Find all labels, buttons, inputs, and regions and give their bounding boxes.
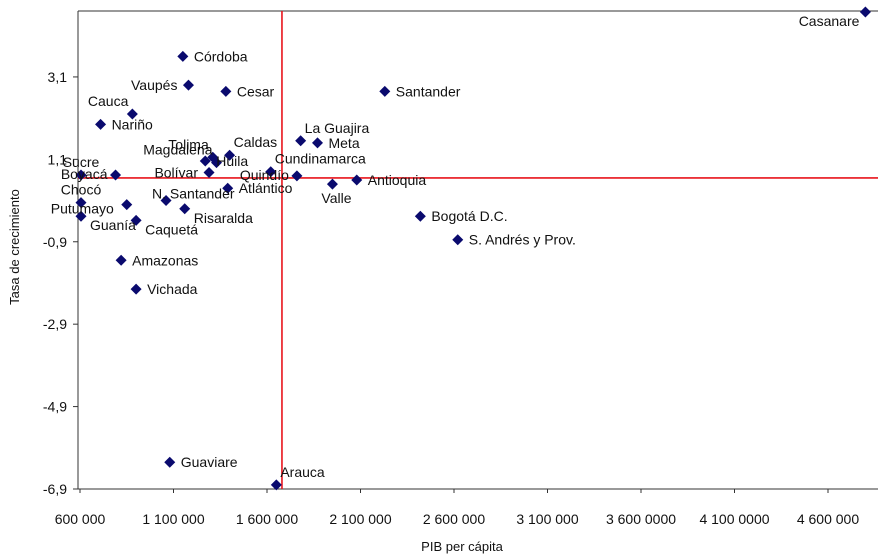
y-tick-label: 3,1 bbox=[48, 69, 68, 85]
data-point-marker bbox=[95, 118, 107, 130]
x-tick-label: 600 000 bbox=[55, 511, 106, 527]
reference-lines bbox=[78, 11, 878, 489]
data-point-marker bbox=[211, 157, 223, 169]
data-point-label: Cesar bbox=[237, 83, 275, 99]
data-point-label: Quindío bbox=[240, 167, 289, 183]
x-tick-label: 1 100 000 bbox=[142, 511, 204, 527]
data-point-label: Boyacá bbox=[61, 166, 108, 182]
data-point-marker bbox=[121, 199, 133, 211]
data-point-label: Meta bbox=[328, 135, 359, 151]
data-point-marker bbox=[130, 214, 142, 226]
data-point-label: Antioquia bbox=[368, 172, 427, 188]
data-point-label: Putumayo bbox=[51, 201, 114, 217]
y-tick-label: -2,9 bbox=[43, 316, 67, 332]
data-point-marker bbox=[452, 234, 464, 246]
data-point-label: Amazonas bbox=[132, 252, 198, 268]
data-point-marker bbox=[75, 210, 87, 222]
x-tick-label: 3 600 0000 bbox=[606, 511, 676, 527]
x-tick-label: 2 600 000 bbox=[423, 511, 485, 527]
x-tick-label: 1 600 000 bbox=[236, 511, 298, 527]
data-point-label: S. Andrés y Prov. bbox=[469, 232, 576, 248]
data-point-marker bbox=[110, 169, 122, 181]
data-point-label: Caquetá bbox=[145, 221, 198, 237]
data-point-marker bbox=[179, 203, 191, 215]
data-point-marker bbox=[203, 167, 215, 179]
data-point-label: Magdalena bbox=[143, 142, 212, 158]
x-tick-label: 4 100 0000 bbox=[699, 511, 769, 527]
data-point-marker bbox=[291, 170, 303, 182]
data-point-label: Sucre bbox=[63, 154, 100, 170]
axis-ticks: 3,1 1,1 -0,9 -2,9 -4,9 -6,9 600 000 1 100 000 1 … bbox=[43, 69, 859, 527]
data-point-label: Arauca bbox=[280, 464, 325, 480]
data-point-marker bbox=[222, 182, 234, 194]
plot-area bbox=[77, 10, 878, 490]
data-point-label: Córdoba bbox=[194, 48, 248, 64]
y-tick-label: -4,9 bbox=[43, 399, 67, 415]
data-point-label: Nariño bbox=[112, 116, 153, 132]
data-point-label: Risaralda bbox=[194, 210, 253, 226]
data-point-marker bbox=[164, 456, 176, 468]
data-point-marker bbox=[414, 210, 426, 222]
data-point-label: La Guajira bbox=[305, 120, 370, 136]
x-axis-label: PIB per cápita bbox=[421, 539, 503, 554]
data-point-marker bbox=[859, 6, 871, 18]
data-point-label: Valle bbox=[321, 190, 351, 206]
data-point-marker bbox=[379, 85, 391, 97]
data-point-marker bbox=[326, 178, 338, 190]
data-point-marker bbox=[115, 254, 127, 266]
data-point-label: Chocó bbox=[61, 182, 102, 198]
y-axis-label: Tasa de crecimiento bbox=[7, 189, 22, 305]
y-tick-label: -0,9 bbox=[43, 234, 67, 250]
data-point-marker bbox=[199, 155, 211, 167]
data-point-marker bbox=[75, 197, 87, 209]
data-point-label: Cundinamarca bbox=[275, 151, 366, 167]
data-point-label: Tolima bbox=[168, 136, 209, 152]
data-point-label: Guanía bbox=[90, 217, 136, 233]
data-point-label: Vaupés bbox=[131, 77, 177, 93]
x-tick-label: 4 600 000 bbox=[797, 511, 859, 527]
data-point-marker bbox=[177, 50, 189, 62]
data-point-marker bbox=[270, 479, 282, 491]
data-point-marker bbox=[224, 149, 236, 161]
data-point-marker bbox=[311, 137, 323, 149]
data-point-marker bbox=[126, 108, 138, 120]
data-points bbox=[75, 6, 871, 491]
data-point-marker bbox=[182, 79, 194, 91]
y-tick-label: 1,1 bbox=[48, 151, 68, 167]
point-labels: Casanare Córdoba Vaupés Cesar Santander Cauca… bbox=[51, 13, 860, 480]
data-point-marker bbox=[220, 85, 232, 97]
data-point-marker bbox=[295, 135, 307, 147]
data-point-label: Cauca bbox=[88, 93, 129, 109]
data-point-label: Bogotá D.C. bbox=[431, 208, 507, 224]
data-point-label: Guaviare bbox=[181, 454, 238, 470]
data-point-label: Casanare bbox=[799, 13, 860, 29]
data-point-marker bbox=[160, 195, 172, 207]
data-point-marker bbox=[130, 283, 142, 295]
data-point-label: Atlántico bbox=[239, 180, 293, 196]
data-point-label: Santander bbox=[396, 83, 461, 99]
y-tick-label: -6,9 bbox=[43, 481, 67, 497]
x-tick-label: 3 100 000 bbox=[516, 511, 578, 527]
data-point-label: N. Santander bbox=[152, 186, 235, 202]
x-tick-label: 2 100 000 bbox=[329, 511, 391, 527]
data-point-label: Vichada bbox=[147, 281, 198, 297]
data-point-marker bbox=[75, 169, 87, 181]
data-point-label: Caldas bbox=[234, 134, 278, 150]
data-point-marker bbox=[351, 174, 363, 186]
data-point-label: Bolívar bbox=[154, 165, 198, 181]
data-point-label: Huila bbox=[216, 153, 248, 169]
data-point-marker bbox=[265, 166, 277, 178]
